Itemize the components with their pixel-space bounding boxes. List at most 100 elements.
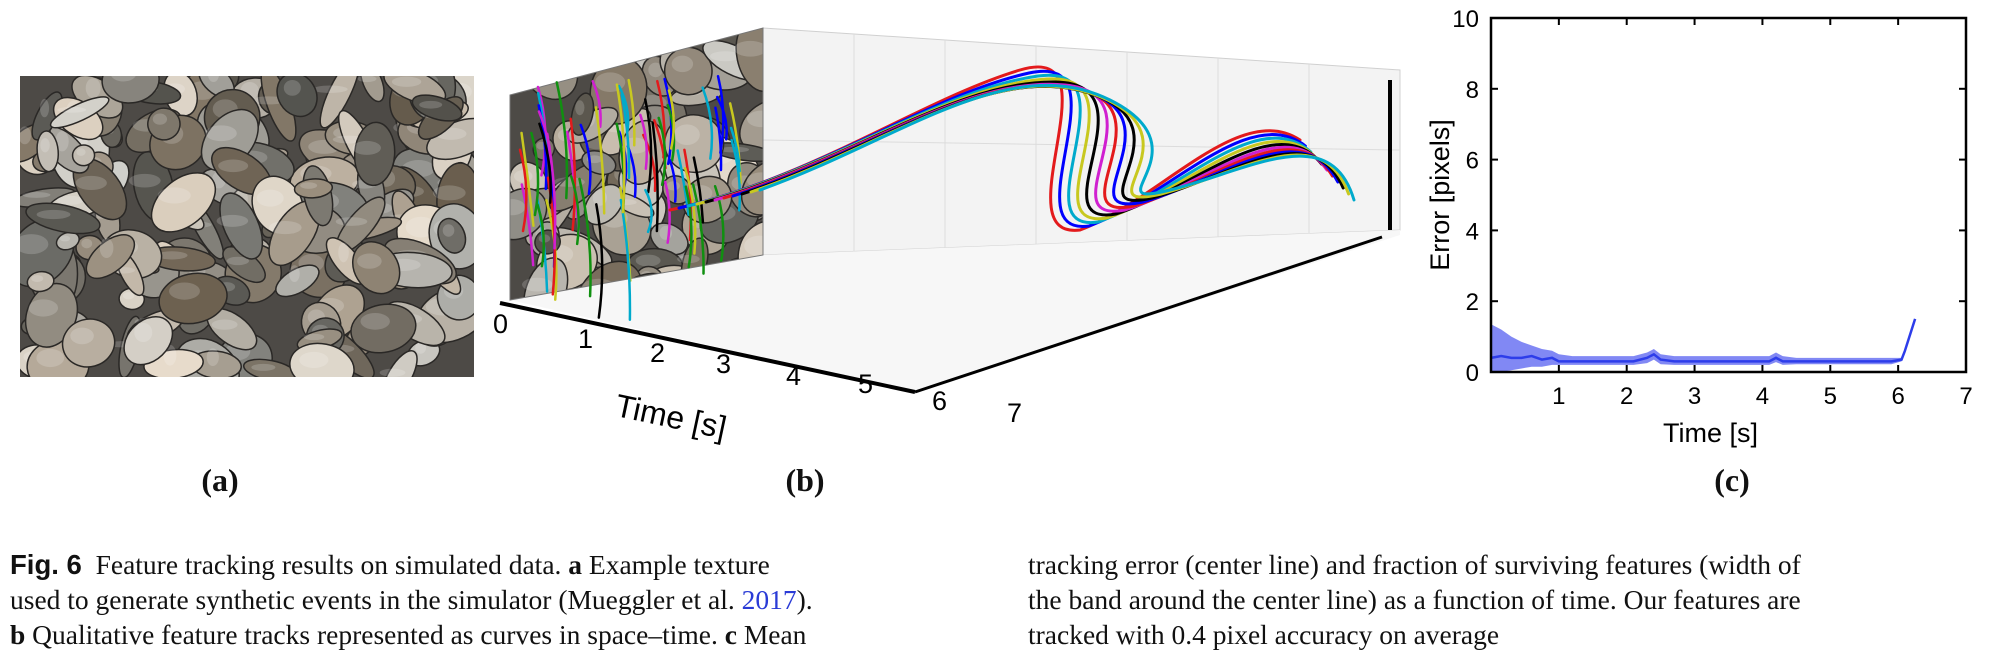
citation-link[interactable]: 2017 — [741, 584, 797, 615]
feature-track — [594, 106, 606, 215]
x-axis-label: Time [s] — [1663, 418, 1758, 448]
y-tick-label: 10 — [1452, 6, 1479, 33]
feature-track — [714, 106, 723, 172]
feature-track — [644, 98, 653, 194]
feature-track — [615, 83, 626, 214]
x-tick-label: 4 — [1756, 383, 1769, 410]
x-tick-label: 0 — [493, 309, 508, 339]
feature-track — [627, 78, 636, 147]
space-time-plot: 0 1 2 3 4 5 6 7 Time [s] — [493, 27, 1401, 446]
feature-track — [651, 121, 659, 233]
x-tick-label: 6 — [932, 386, 947, 416]
pebble — [55, 231, 80, 251]
y-tick-label: 8 — [1466, 77, 1479, 104]
x-tick-label: 7 — [1959, 383, 1972, 410]
x-tick-label: 2 — [650, 338, 665, 368]
feature-track — [758, 83, 1356, 202]
pebble-texture — [5, 56, 507, 403]
feature-track — [639, 113, 649, 170]
caption-line: tracked with 0.4 pixel accuracy on avera… — [1028, 619, 1500, 650]
feature-track — [644, 188, 653, 234]
feature-track — [668, 159, 677, 203]
plot-frame — [1489, 16, 1968, 374]
survival-band — [1491, 318, 1916, 372]
figure-number: Fig. 6 — [10, 549, 82, 580]
pebble — [293, 178, 334, 199]
pebble — [570, 92, 595, 136]
feature-track — [569, 175, 580, 246]
pebble — [735, 28, 763, 93]
x-tick-label: 2 — [1620, 383, 1633, 410]
panel-label-c: (c) — [1714, 462, 1750, 498]
error-chart: 0 2 4 6 8 10 1 2 3 4 5 6 7 Error [pixels] Time [s] — [1410, 0, 1990, 450]
pebble — [609, 28, 657, 42]
feature-track — [676, 149, 690, 216]
feature-track — [555, 81, 569, 200]
panel-label-b: (b) — [785, 462, 825, 498]
feature-track — [664, 180, 671, 244]
x-tick-label: 5 — [858, 369, 873, 399]
pebble — [49, 96, 110, 129]
feature-track — [657, 116, 667, 187]
feature-track — [715, 95, 728, 141]
feature-track — [536, 203, 546, 268]
pebble — [353, 121, 396, 187]
pebble — [350, 303, 417, 354]
x-tick-label: 5 — [1824, 383, 1837, 410]
feature-track — [667, 89, 676, 150]
pebble — [351, 241, 401, 295]
feature-track — [684, 185, 693, 269]
pebble — [71, 144, 96, 167]
x-tick-label: 1 — [578, 324, 593, 354]
y-tick-label: 4 — [1466, 218, 1479, 245]
x-tick-label: 3 — [716, 349, 731, 379]
y-tick-label: 2 — [1466, 289, 1479, 316]
pebble — [158, 272, 228, 325]
x-axis-label: Time [s] — [612, 387, 730, 446]
pebble — [25, 202, 101, 235]
caption-line: Fig. 6 Feature tracking results on simul… — [10, 549, 770, 580]
x-tick-label: 3 — [1688, 383, 1701, 410]
pebble — [609, 28, 646, 40]
feature-track — [520, 183, 535, 267]
pebble — [275, 264, 320, 298]
pebble-texture-image — [5, 56, 507, 403]
y-tick-label: 6 — [1466, 148, 1479, 175]
x-tick-label: 6 — [1891, 383, 1904, 410]
feature-track — [730, 138, 742, 212]
caption-left-column: Fig. 6 Feature tracking results on simul… — [10, 547, 960, 652]
x-tick-label: 4 — [786, 361, 801, 391]
caption-line: tracking error (center line) and fractio… — [1028, 549, 1801, 580]
feature-track — [569, 117, 577, 232]
pebble — [521, 28, 561, 46]
feature-track — [701, 86, 714, 160]
pebble — [147, 107, 181, 141]
x-tick-label: 7 — [1007, 398, 1022, 428]
pebble — [276, 72, 318, 118]
caption-line: used to generate synthetic events in the… — [10, 584, 813, 615]
caption-right-column: tracking error (center line) and fractio… — [1028, 547, 1988, 652]
pebble — [411, 94, 463, 122]
feature-track — [728, 102, 742, 185]
caption-line: b Qualitative feature tracks represented… — [10, 619, 807, 650]
y-axis-label: Error [pixels] — [1425, 119, 1455, 271]
feature-track — [530, 131, 540, 217]
pebble — [437, 217, 467, 254]
mean-error-line — [1490, 318, 1917, 363]
feature-tracks-3d-plot: 0 1 2 3 4 5 6 7 Time [s] — [480, 0, 1410, 450]
y-tick-label: 0 — [1466, 360, 1479, 387]
pebble — [123, 316, 174, 366]
feature-track — [520, 131, 535, 227]
pebble — [61, 318, 116, 368]
pebble — [36, 130, 60, 173]
feature-track — [620, 93, 631, 180]
caption-line: the band around the center line) as a fu… — [1028, 584, 1801, 615]
pebble — [510, 28, 544, 45]
feature-track — [578, 177, 592, 298]
feature-track — [691, 183, 705, 275]
feature-track — [591, 79, 602, 128]
feature-track — [683, 167, 697, 255]
pebble — [740, 158, 763, 216]
feature-track — [692, 156, 705, 224]
